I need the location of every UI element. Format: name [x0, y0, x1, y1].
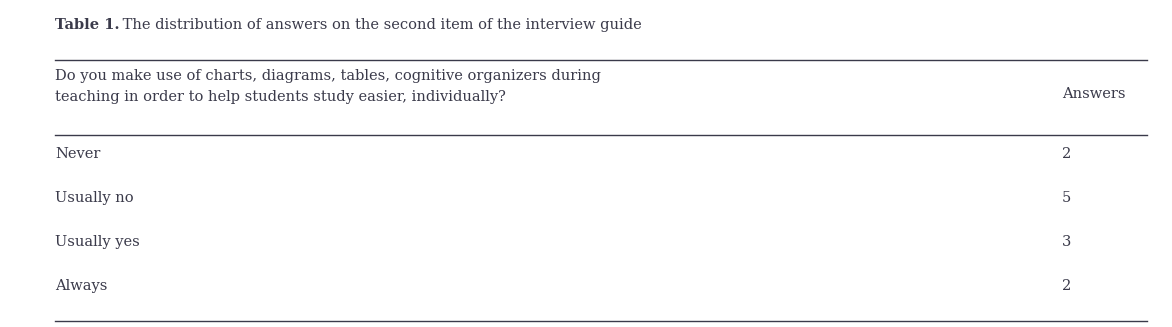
Text: 3: 3 [1062, 235, 1071, 249]
Text: Always: Always [55, 279, 108, 293]
Text: Usually no: Usually no [55, 191, 134, 205]
Text: Usually yes: Usually yes [55, 235, 139, 249]
Text: The distribution of answers on the second item of the interview guide: The distribution of answers on the secon… [118, 18, 642, 32]
Text: Never: Never [55, 147, 101, 161]
Text: 2: 2 [1062, 279, 1071, 293]
Text: Answers: Answers [1062, 87, 1125, 101]
Text: 2: 2 [1062, 147, 1071, 161]
Text: Do you make use of charts, diagrams, tables, cognitive organizers during
teachin: Do you make use of charts, diagrams, tab… [55, 69, 601, 104]
Text: Table 1.: Table 1. [55, 18, 120, 32]
Text: 5: 5 [1062, 191, 1071, 205]
